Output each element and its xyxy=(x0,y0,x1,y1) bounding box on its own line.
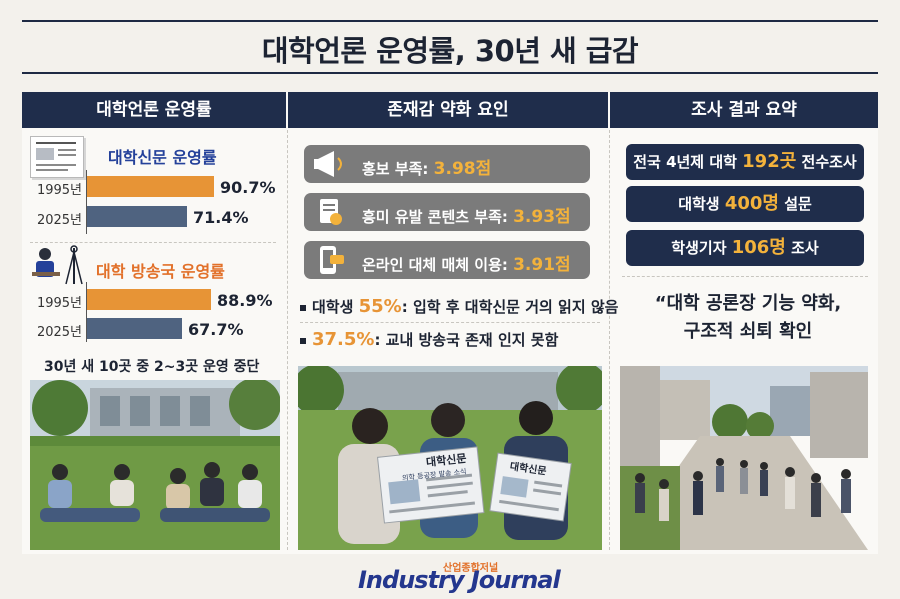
broadcast-year-1995: 1995년 xyxy=(36,296,82,311)
factor-online: 온라인 대체 매체 이용: 3.91점 xyxy=(304,241,590,279)
factor-label: 흥미 유발 콘텐츠 부족: xyxy=(362,208,514,226)
newspaper-year-1995: 1995년 xyxy=(36,183,82,198)
broadcast-bar-2025 xyxy=(87,318,182,339)
col2-header: 존재감 약화 요인 xyxy=(288,92,608,128)
stat-number: 55% xyxy=(358,296,402,317)
newspaper-value-1995: 90.7% xyxy=(220,178,276,197)
summary-text: 전수조사 xyxy=(796,153,857,171)
logo-korean: 산업종합저널 xyxy=(443,563,499,574)
summary-students: 대학생 400명 설문 xyxy=(626,186,864,222)
campus-walkway-photo xyxy=(620,366,868,550)
col1-note: 30년 새 10곳 중 2~3곳 운영 중단 xyxy=(44,359,260,375)
newspaper-chart-title: 대학신문 운영률 xyxy=(108,148,217,167)
title-top-rule xyxy=(22,20,878,22)
stat-broadcast-awareness: 37.5%: 교내 방송국 존재 인지 못함 xyxy=(300,329,558,350)
broadcast-year-2025: 2025년 xyxy=(36,325,82,340)
summary-text: 설문 xyxy=(778,195,812,213)
newspaper-year-2025: 2025년 xyxy=(36,213,82,228)
column-divider xyxy=(609,130,611,550)
summary-universities: 전국 4년제 대학 192곳 전수조사 xyxy=(626,144,864,180)
broadcast-chart-title: 대학 방송국 운영률 xyxy=(96,262,225,281)
column-divider xyxy=(287,130,289,550)
stat-suffix: : 입학 후 대학신문 거의 읽지 않음 xyxy=(401,298,619,316)
col3-header: 조사 결과 요약 xyxy=(610,92,878,128)
factor-score: 3.98점 xyxy=(433,159,492,179)
quote-line-2: 구조적 쇠퇴 확인 xyxy=(683,321,813,342)
newspaper-bar-2025 xyxy=(87,206,187,227)
chart-divider xyxy=(30,242,276,244)
summary-quote: “대학 공론장 기능 약화, 구조적 쇠퇴 확인 xyxy=(630,290,866,346)
broadcast-value-1995: 88.9% xyxy=(217,291,273,310)
page-title: 대학언론 운영률, 30년 새 급감 xyxy=(261,34,639,68)
broadcaster-icon xyxy=(32,245,83,285)
document-icon xyxy=(320,199,342,225)
summary-number: 400명 xyxy=(724,193,779,214)
broadcast-bar-1995 xyxy=(87,289,211,310)
summary-divider xyxy=(622,276,868,278)
factor-label: 홍보 부족: xyxy=(362,160,434,178)
broadcast-chart-axis xyxy=(86,282,87,342)
newspaper-bar-1995 xyxy=(87,176,214,197)
factor-label: 온라인 대체 매체 이용: xyxy=(362,256,514,274)
col1-header: 대학언론 운영률 xyxy=(22,92,286,128)
campus-lawn-photo xyxy=(30,380,280,550)
summary-reporters: 학생기자 106명 조사 xyxy=(626,230,864,266)
summary-number: 192곳 xyxy=(742,151,797,172)
summary-text: 대학생 xyxy=(678,195,725,213)
stat-divider xyxy=(300,322,600,324)
newspaper-value-2025: 71.4% xyxy=(193,208,249,227)
megaphone-icon xyxy=(314,151,342,177)
stat-prefix: 대학생 xyxy=(312,298,359,316)
students-reading-photo: 대학신문 의학 등공장 발송 소식 대학신문 xyxy=(298,366,602,550)
newspaper-icon xyxy=(30,136,84,178)
stat-suffix: : 교내 방송국 존재 인지 못함 xyxy=(374,331,559,349)
broadcast-value-2025: 67.7% xyxy=(188,320,244,339)
factor-promotion: 홍보 부족: 3.98점 xyxy=(304,145,590,183)
summary-text: 조사 xyxy=(785,239,819,257)
quote-line-1: “대학 공론장 기능 약화, xyxy=(654,293,842,314)
title-bottom-rule xyxy=(22,72,878,74)
smartphone-icon xyxy=(320,246,344,274)
bullet-icon xyxy=(300,304,306,311)
bullet-icon xyxy=(300,337,306,344)
newspaper-chart-axis xyxy=(86,170,87,234)
stat-number: 37.5% xyxy=(312,329,375,350)
factor-content: 흥미 유발 콘텐츠 부족: 3.93점 xyxy=(304,193,590,231)
logo-english: Industry Journal xyxy=(358,566,561,594)
summary-text: 전국 4년제 대학 xyxy=(633,153,743,171)
factor-score: 3.91점 xyxy=(513,255,571,275)
factor-score: 3.93점 xyxy=(513,207,571,227)
summary-number: 106명 xyxy=(731,237,786,258)
stat-newspaper-reading: 대학생 55%: 입학 후 대학신문 거의 읽지 않음 xyxy=(300,296,618,317)
summary-text: 학생기자 xyxy=(671,239,732,257)
